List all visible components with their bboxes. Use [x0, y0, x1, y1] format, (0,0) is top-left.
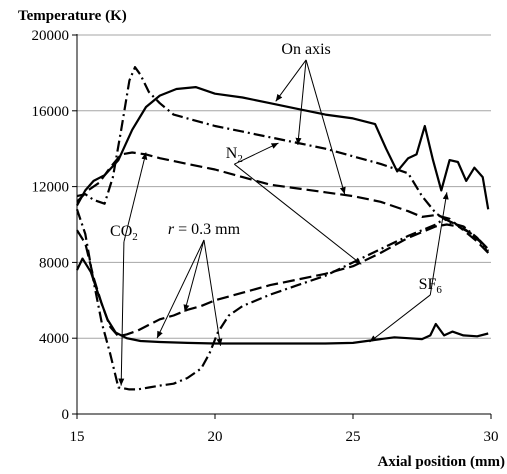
annotation-n2: N2: [226, 145, 243, 165]
annotation-arrow: [295, 59, 307, 145]
annotation-arrow: [369, 294, 431, 343]
y-axis-label: Temperature (K): [18, 8, 127, 24]
y-tick-label: 16000: [32, 104, 70, 120]
y-tick-label: 12000: [32, 180, 70, 196]
annotation-arrow: [234, 163, 362, 265]
series-line-co2-r03: [75, 208, 489, 391]
series-line-co2-axis: [76, 66, 490, 252]
tick-labels: 0 4000 8000 12000 16000 20000 15 20 25 30: [32, 28, 499, 445]
annotation-arrow: [123, 152, 148, 242]
annotation-r03: r = 0.3 mm: [168, 221, 241, 238]
series-line-n2-r03: [76, 223, 490, 338]
series-line-sf6-axis: [76, 85, 490, 210]
annotation-co2: CO2: [110, 223, 138, 243]
x-tick-label: 25: [346, 429, 361, 445]
axes: [72, 34, 492, 419]
y-tick-label: 4000: [39, 331, 69, 347]
series-line-sf6-r03: [76, 257, 489, 345]
annotation-arrow: [305, 59, 346, 195]
annotation-arrow: [429, 192, 449, 296]
annotation-on_axis: On axis: [281, 41, 330, 58]
annotation-arrow: [183, 239, 205, 312]
annotation-arrow: [156, 239, 205, 339]
annotation-sf6: SF6: [419, 276, 443, 296]
x-tick-label: 20: [208, 429, 223, 445]
annotation-arrow: [234, 142, 279, 165]
x-axis-label: Axial position (mm): [378, 454, 506, 470]
y-tick-label: 8000: [39, 255, 69, 271]
x-tick-label: 30: [484, 429, 499, 445]
y-tick-label: 0: [62, 407, 70, 423]
annotation-arrow: [275, 59, 307, 102]
series-lines: [75, 66, 490, 391]
x-tick-label: 15: [70, 429, 85, 445]
y-tick-label: 20000: [32, 28, 70, 44]
annotation-arrow: [118, 241, 125, 386]
annotation-arrow: [203, 239, 223, 346]
annotations: On axis N2 CO2 r = 0.3 mm SF6: [110, 41, 449, 386]
